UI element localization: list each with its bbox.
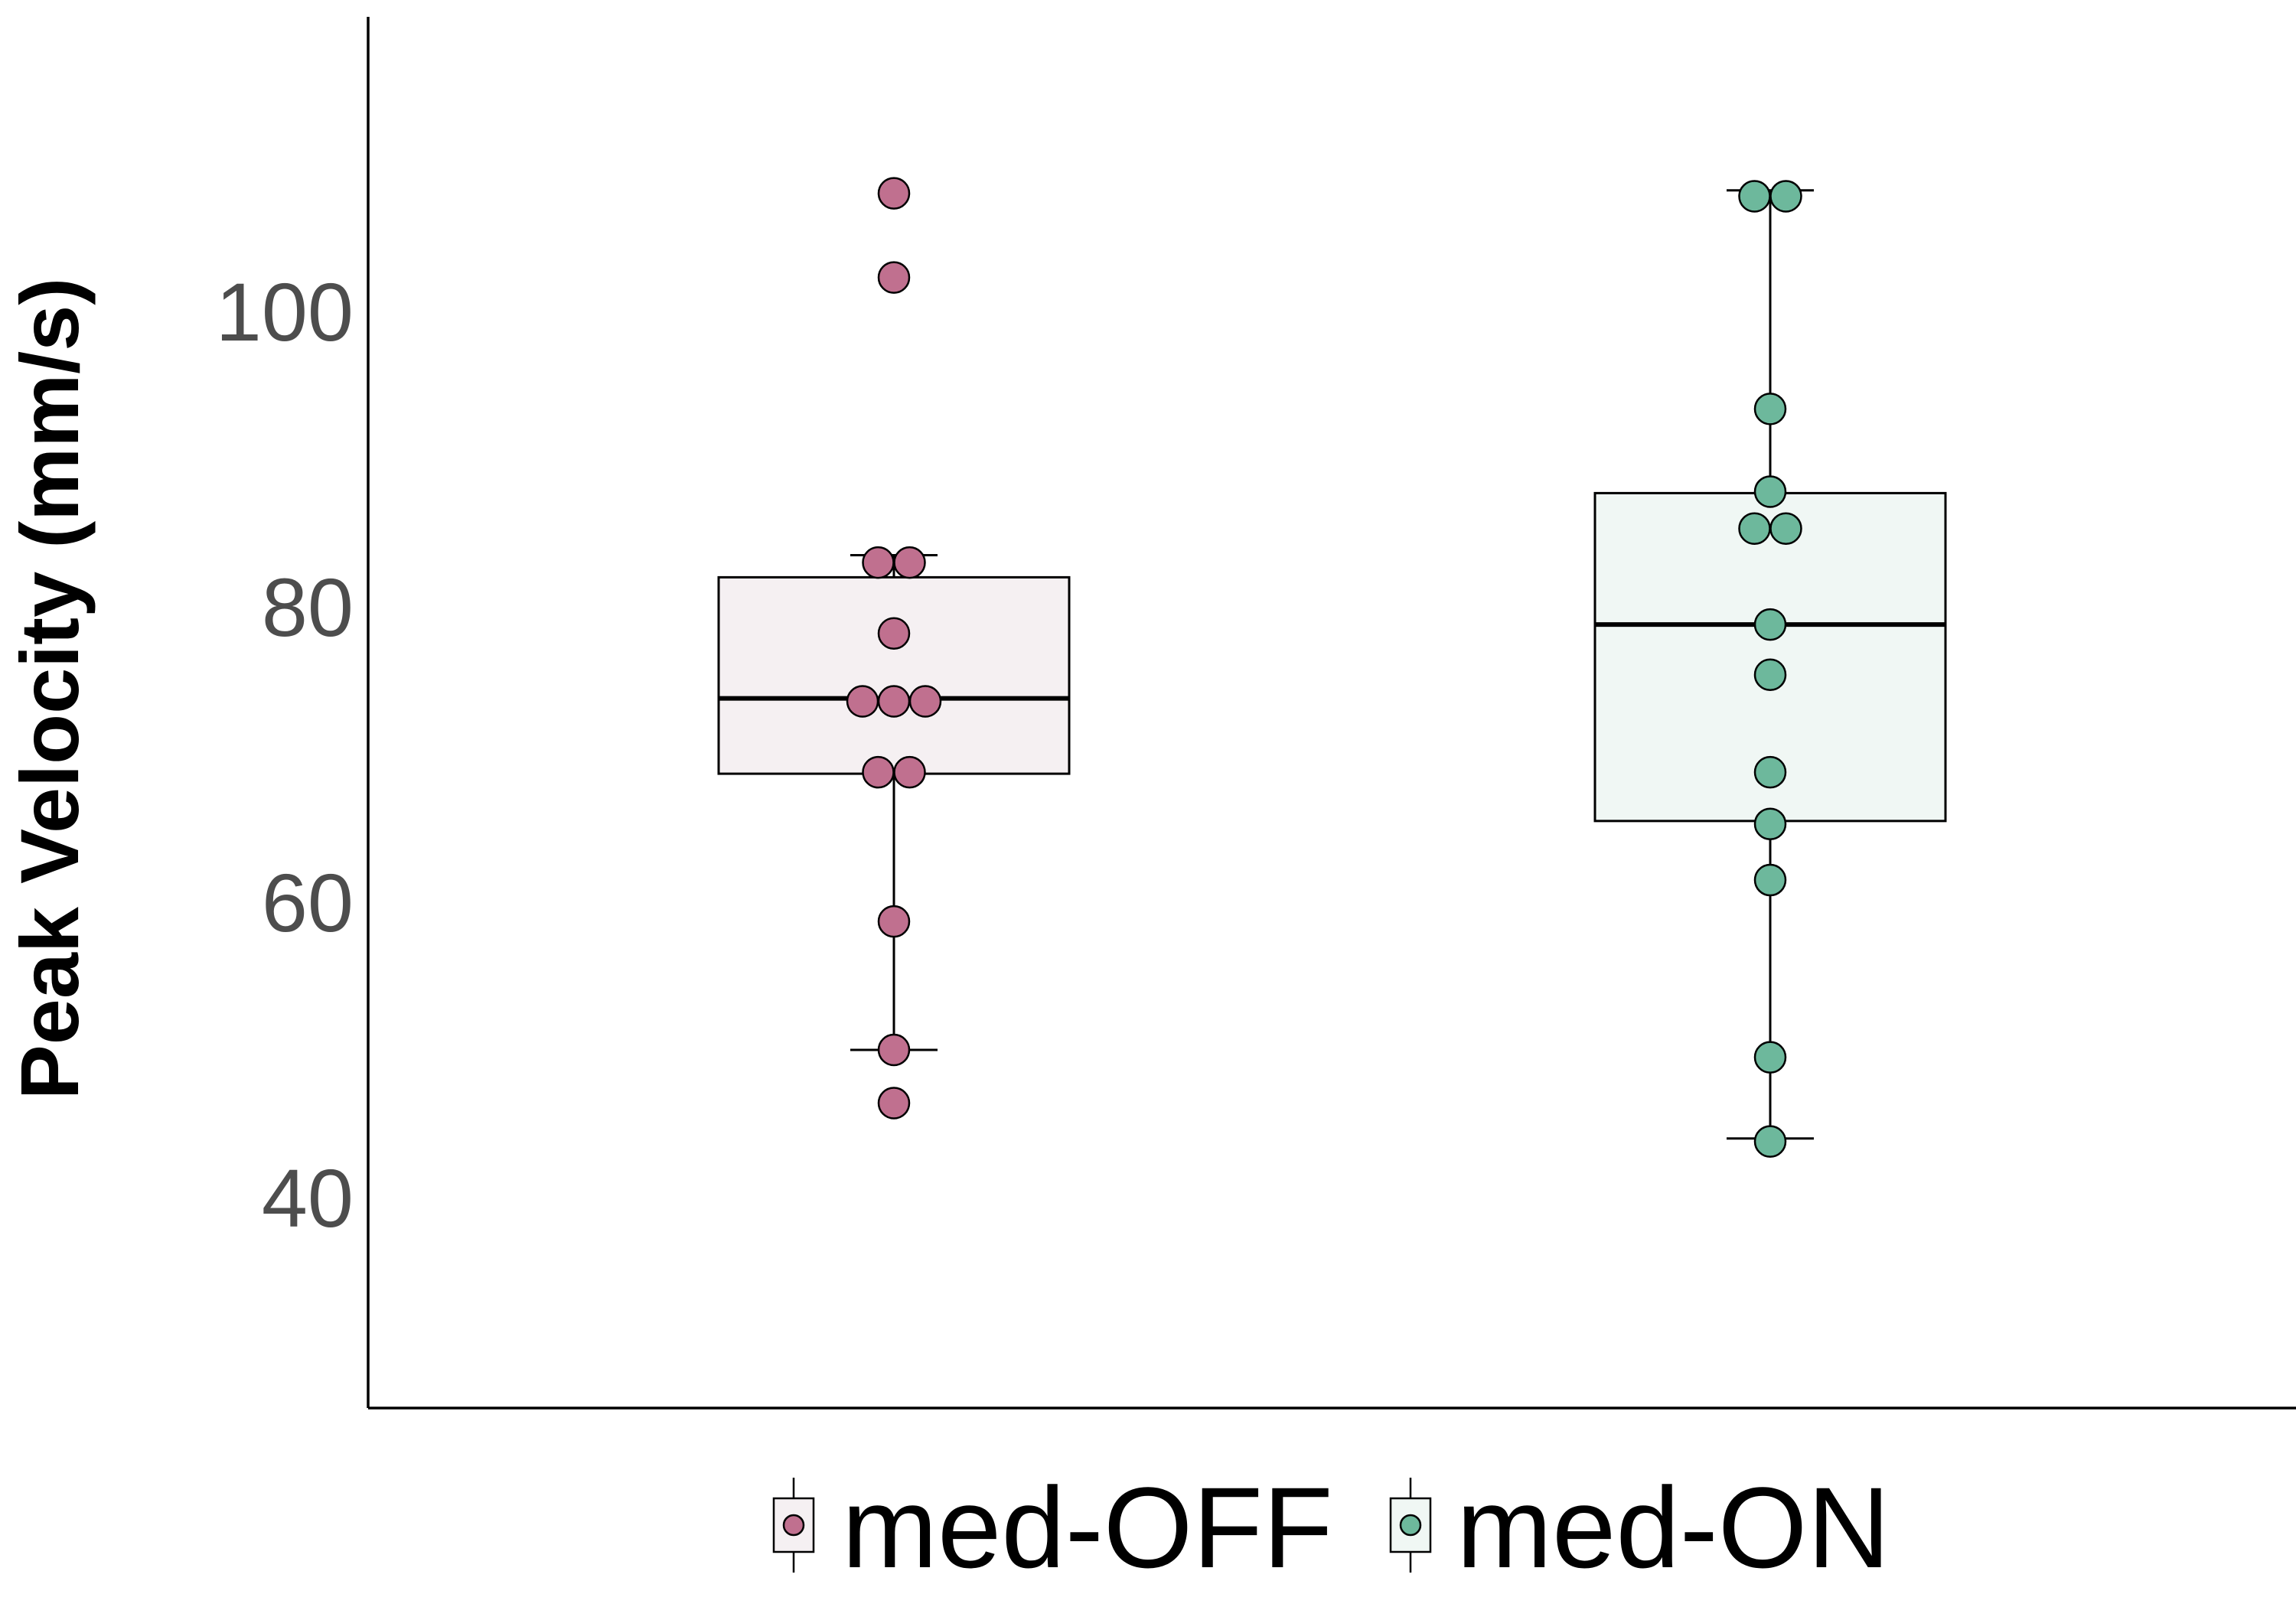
data-point <box>1769 512 1802 545</box>
legend-label-med-OFF: med-OFF <box>842 1463 1333 1592</box>
box-group-med-ON <box>1593 180 1947 1158</box>
data-point <box>1753 393 1787 425</box>
y-tick-label-80: 80 <box>262 561 354 654</box>
data-point <box>1753 475 1787 508</box>
data-point <box>1753 1041 1787 1074</box>
data-point <box>846 685 879 718</box>
data-point <box>1738 512 1771 545</box>
legend-key-med-ON <box>1389 1478 1432 1573</box>
data-point <box>1753 1125 1787 1158</box>
data-point <box>1753 863 1787 897</box>
legend-label-med-ON: med-ON <box>1456 1463 1890 1592</box>
data-point <box>862 546 895 579</box>
legend-key-point <box>1399 1514 1422 1537</box>
legend: med-OFF med-ON <box>772 1463 1890 1592</box>
data-point <box>877 905 911 938</box>
data-point <box>1738 180 1771 213</box>
data-point <box>1753 608 1787 641</box>
iqr-box <box>717 575 1071 775</box>
y-tick-label-60: 60 <box>262 856 354 949</box>
data-point <box>908 685 942 718</box>
plot-area <box>717 177 1947 1158</box>
data-point <box>877 1087 911 1120</box>
legend-key-med-OFF <box>772 1478 815 1573</box>
data-point <box>877 685 911 718</box>
data-point <box>1769 180 1802 213</box>
y-axis-ticks: 40 60 80 100 <box>216 266 354 1244</box>
box-group-med-OFF <box>717 177 1071 1120</box>
data-point <box>1753 755 1787 789</box>
data-point <box>1753 807 1787 840</box>
legend-key-point <box>782 1514 805 1537</box>
data-point <box>893 755 926 789</box>
data-point <box>1753 658 1787 692</box>
data-point <box>862 755 895 789</box>
data-point <box>893 546 926 579</box>
y-tick-label-40: 40 <box>262 1152 354 1244</box>
data-point <box>877 177 911 210</box>
data-point <box>877 617 911 650</box>
y-tick-label-100: 100 <box>216 266 354 358</box>
data-point <box>877 261 911 294</box>
data-point <box>877 1033 911 1067</box>
y-axis-title: Peak Velocity (mm/s) <box>3 278 96 1100</box>
